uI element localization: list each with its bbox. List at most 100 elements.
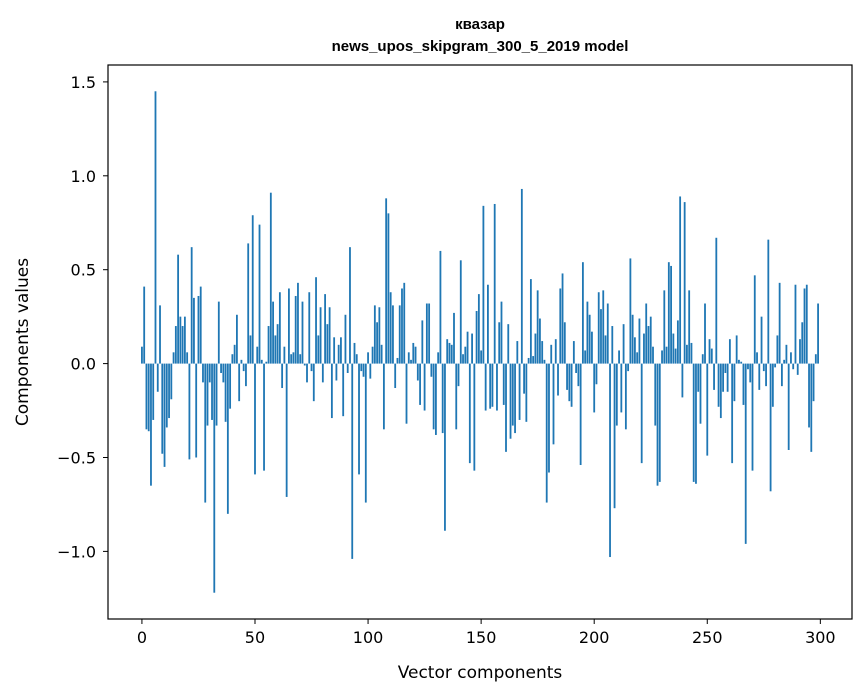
bar <box>330 363 333 419</box>
bar <box>749 363 752 383</box>
bar <box>615 363 618 426</box>
bar <box>692 363 695 482</box>
bar <box>369 363 372 379</box>
bar <box>215 363 218 426</box>
bar <box>570 363 573 407</box>
bar <box>489 363 492 409</box>
bar <box>441 363 444 434</box>
bar <box>450 344 453 364</box>
x-tick-label: 100 <box>353 628 384 647</box>
bar <box>566 363 568 390</box>
bar <box>550 344 553 364</box>
bar <box>414 346 417 364</box>
bar <box>568 363 571 402</box>
bar <box>604 335 607 364</box>
bar <box>206 363 209 426</box>
bar <box>382 363 385 430</box>
bar <box>557 363 559 396</box>
bar <box>380 344 383 364</box>
bar <box>532 356 535 364</box>
bar <box>559 288 562 364</box>
bar <box>401 288 403 364</box>
bar <box>177 254 180 364</box>
bar <box>310 363 313 372</box>
bar <box>541 341 544 364</box>
bar <box>790 352 792 364</box>
bar <box>609 363 611 558</box>
bar <box>640 363 643 464</box>
bar <box>672 333 675 364</box>
bar <box>457 363 460 387</box>
bar <box>695 363 697 484</box>
bar <box>627 363 630 372</box>
bar <box>482 205 485 364</box>
bar <box>787 363 790 450</box>
bar <box>340 337 342 364</box>
y-tick-label: 0.0 <box>71 355 96 374</box>
bar <box>738 359 740 364</box>
bar <box>683 202 686 364</box>
bar <box>324 294 326 364</box>
y-axis-label: Components values <box>13 258 33 426</box>
bar <box>769 363 772 492</box>
bar <box>231 354 234 364</box>
bar <box>233 344 236 364</box>
bar <box>468 363 471 464</box>
bar <box>358 363 360 475</box>
bar <box>484 363 487 411</box>
bar <box>656 363 659 486</box>
bar <box>444 363 446 531</box>
bar <box>751 363 754 471</box>
bar <box>439 250 442 364</box>
bar <box>552 363 555 445</box>
bar <box>466 331 469 364</box>
bar <box>575 363 578 373</box>
bar <box>448 342 451 364</box>
bar <box>278 292 281 364</box>
bar <box>419 363 421 405</box>
bar <box>715 237 718 364</box>
bar <box>362 363 365 377</box>
bar <box>771 363 774 407</box>
bar <box>500 301 503 364</box>
bar <box>620 363 623 413</box>
bar <box>410 359 412 364</box>
bar <box>545 363 548 503</box>
bar <box>315 277 317 364</box>
bar <box>554 339 557 364</box>
bar <box>269 192 272 364</box>
bar <box>563 322 566 364</box>
bar <box>152 363 155 420</box>
bar <box>199 286 202 364</box>
bar <box>697 363 700 392</box>
bar <box>407 352 410 364</box>
bar <box>141 346 143 364</box>
bar <box>446 339 449 364</box>
bar <box>618 350 620 364</box>
bar <box>801 322 804 364</box>
bar <box>299 354 302 364</box>
bar <box>181 326 184 364</box>
bar <box>577 363 580 387</box>
bar <box>344 314 347 364</box>
y-tick-label: 1.0 <box>71 167 96 186</box>
bar <box>145 363 148 430</box>
bar <box>301 301 304 364</box>
bar <box>753 275 756 364</box>
bar <box>423 363 426 411</box>
bar <box>591 331 593 364</box>
bar <box>156 363 159 392</box>
y-axis-ticks: −1.0 −0.5 0.0 0.5 1.0 1.5 <box>57 73 108 561</box>
bar <box>179 316 182 364</box>
bar <box>412 342 415 364</box>
bar <box>337 344 340 364</box>
bar <box>518 363 521 420</box>
bar <box>767 239 770 364</box>
bar <box>536 290 539 364</box>
bar <box>728 339 731 364</box>
bar <box>593 363 596 413</box>
bar <box>796 363 799 375</box>
bar <box>740 361 743 364</box>
bar <box>645 303 648 364</box>
bar <box>631 314 634 364</box>
